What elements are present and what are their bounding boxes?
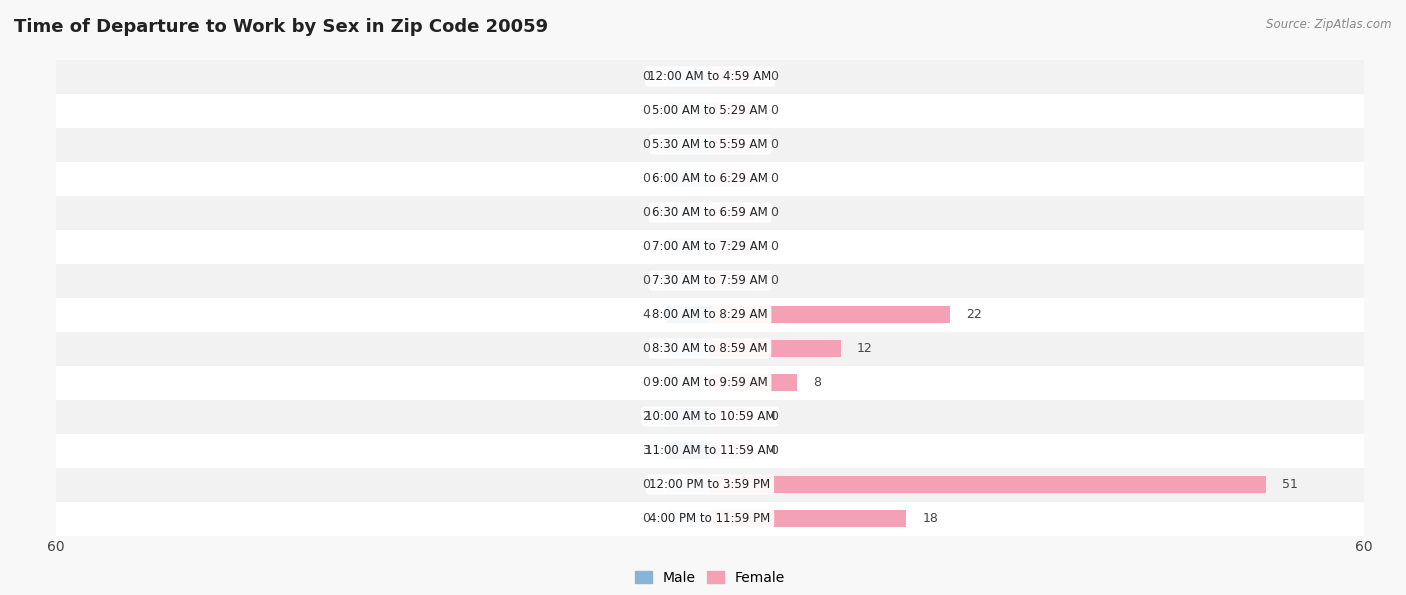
Bar: [56, 230, 1364, 264]
Text: 5:00 AM to 5:29 AM: 5:00 AM to 5:29 AM: [652, 104, 768, 117]
Text: 0: 0: [770, 104, 778, 117]
Bar: [666, 136, 710, 154]
Bar: [666, 203, 710, 221]
Text: Source: ZipAtlas.com: Source: ZipAtlas.com: [1267, 18, 1392, 31]
Bar: [56, 365, 1364, 399]
Text: 0: 0: [643, 512, 650, 525]
Text: 0: 0: [770, 172, 778, 185]
Text: 5:30 AM to 5:59 AM: 5:30 AM to 5:59 AM: [652, 138, 768, 151]
Text: 18: 18: [922, 512, 938, 525]
Text: 0: 0: [770, 274, 778, 287]
Bar: [666, 374, 710, 392]
Bar: [56, 196, 1364, 230]
Bar: [710, 306, 950, 323]
Bar: [666, 340, 710, 358]
Bar: [666, 441, 710, 459]
Text: 0: 0: [643, 104, 650, 117]
Text: 8:30 AM to 8:59 AM: 8:30 AM to 8:59 AM: [652, 342, 768, 355]
Bar: [56, 331, 1364, 365]
Text: 4:00 PM to 11:59 PM: 4:00 PM to 11:59 PM: [650, 512, 770, 525]
Text: 10:00 AM to 10:59 AM: 10:00 AM to 10:59 AM: [645, 410, 775, 423]
Bar: [56, 127, 1364, 161]
Bar: [666, 408, 710, 425]
Bar: [710, 102, 754, 120]
Text: 4: 4: [643, 308, 650, 321]
Text: 9:00 AM to 9:59 AM: 9:00 AM to 9:59 AM: [652, 376, 768, 389]
Bar: [710, 68, 754, 85]
Text: 6:00 AM to 6:29 AM: 6:00 AM to 6:29 AM: [652, 172, 768, 185]
Bar: [666, 102, 710, 120]
Bar: [710, 272, 754, 289]
Text: 11:00 AM to 11:59 AM: 11:00 AM to 11:59 AM: [645, 444, 775, 457]
Text: 51: 51: [1282, 478, 1298, 491]
Bar: [710, 136, 754, 154]
Bar: [666, 475, 710, 493]
Text: 0: 0: [643, 138, 650, 151]
Text: 6:30 AM to 6:59 AM: 6:30 AM to 6:59 AM: [652, 206, 768, 219]
Text: 0: 0: [643, 240, 650, 253]
Bar: [666, 510, 710, 527]
Bar: [56, 298, 1364, 331]
Text: 12:00 AM to 4:59 AM: 12:00 AM to 4:59 AM: [648, 70, 772, 83]
Text: 0: 0: [770, 206, 778, 219]
Bar: [710, 237, 754, 255]
Bar: [56, 60, 1364, 93]
Bar: [56, 161, 1364, 196]
Text: 0: 0: [643, 342, 650, 355]
Bar: [710, 340, 841, 358]
Bar: [56, 264, 1364, 298]
Text: 12:00 PM to 3:59 PM: 12:00 PM to 3:59 PM: [650, 478, 770, 491]
Bar: [666, 68, 710, 85]
Text: Time of Departure to Work by Sex in Zip Code 20059: Time of Departure to Work by Sex in Zip …: [14, 18, 548, 36]
Text: 0: 0: [643, 70, 650, 83]
Text: 8:00 AM to 8:29 AM: 8:00 AM to 8:29 AM: [652, 308, 768, 321]
Legend: Male, Female: Male, Female: [630, 565, 790, 590]
Text: 0: 0: [643, 172, 650, 185]
Text: 0: 0: [770, 138, 778, 151]
Text: 0: 0: [643, 274, 650, 287]
Text: 0: 0: [643, 206, 650, 219]
Bar: [710, 510, 905, 527]
Bar: [710, 475, 1265, 493]
Text: 0: 0: [643, 376, 650, 389]
Bar: [666, 306, 710, 323]
Bar: [710, 441, 754, 459]
Bar: [666, 237, 710, 255]
Text: 7:00 AM to 7:29 AM: 7:00 AM to 7:29 AM: [652, 240, 768, 253]
Text: 0: 0: [770, 444, 778, 457]
Bar: [710, 374, 797, 392]
Text: 3: 3: [643, 444, 650, 457]
Bar: [56, 468, 1364, 502]
Bar: [666, 170, 710, 187]
Bar: [56, 502, 1364, 536]
Text: 0: 0: [643, 478, 650, 491]
Bar: [56, 434, 1364, 468]
Text: 12: 12: [858, 342, 873, 355]
Bar: [56, 93, 1364, 127]
Text: 0: 0: [770, 240, 778, 253]
Bar: [710, 408, 754, 425]
Bar: [710, 170, 754, 187]
Text: 7:30 AM to 7:59 AM: 7:30 AM to 7:59 AM: [652, 274, 768, 287]
Text: 22: 22: [966, 308, 981, 321]
Bar: [56, 399, 1364, 434]
Text: 0: 0: [770, 70, 778, 83]
Text: 2: 2: [643, 410, 650, 423]
Bar: [710, 203, 754, 221]
Text: 0: 0: [770, 410, 778, 423]
Text: 8: 8: [814, 376, 821, 389]
Bar: [666, 272, 710, 289]
